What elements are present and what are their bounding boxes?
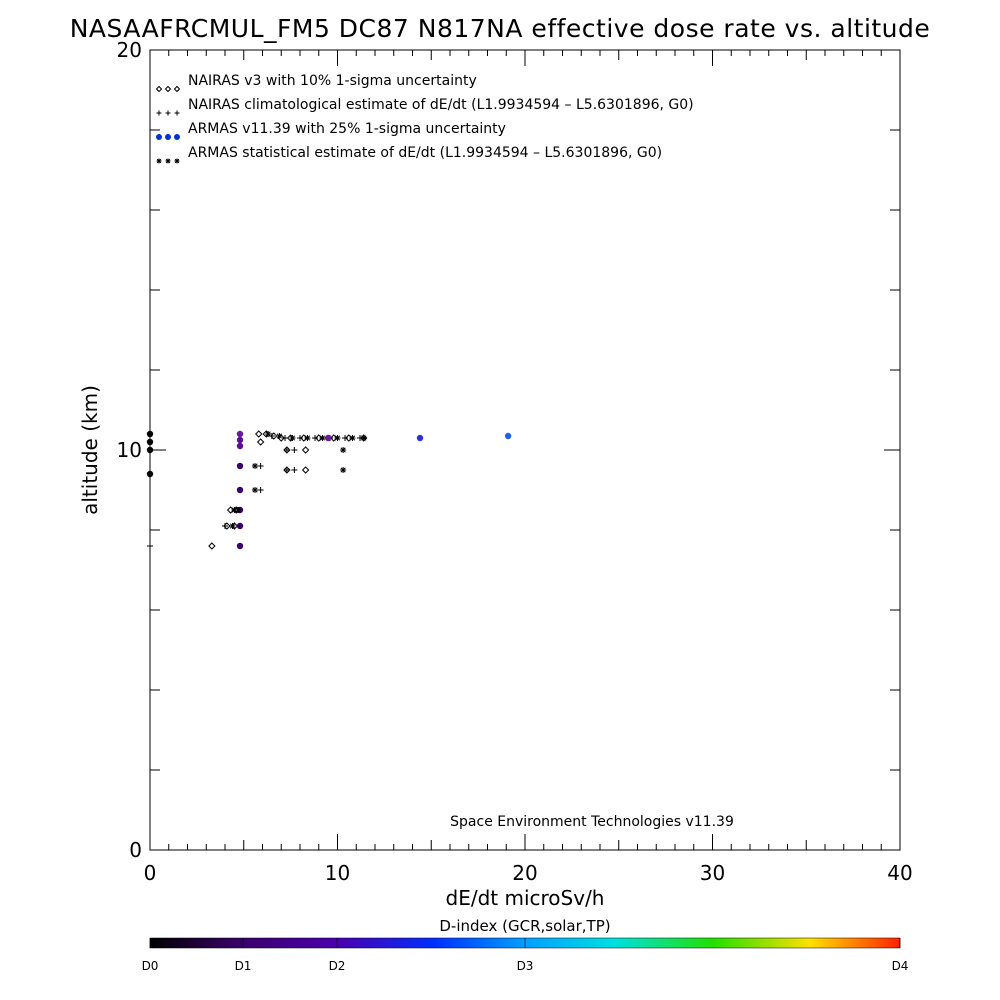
- nairas-clim-point: [282, 435, 288, 441]
- nairas-clim-point: [283, 467, 290, 473]
- armas-point: [174, 134, 180, 140]
- nairas-clim-point: [156, 110, 162, 116]
- legend-entry-label: NAIRAS v3 with 10% 1-sigma uncertainty: [188, 73, 477, 89]
- legend-entry-label: ARMAS v11.39 with 25% 1-sigma uncertaint…: [188, 121, 506, 137]
- nairas-clim-point: [291, 447, 298, 453]
- y-tick-label: 20: [117, 38, 142, 62]
- nairas-point: [301, 466, 310, 474]
- nairas-clim-point: [222, 523, 228, 529]
- nairas-point: [301, 446, 310, 454]
- y-tick-label: 10: [117, 438, 142, 462]
- nairas-point: [155, 85, 163, 93]
- armas-point: [416, 434, 424, 442]
- armas-point: [236, 436, 244, 444]
- armas-stat-point: [165, 158, 171, 164]
- nairas-point: [255, 430, 263, 438]
- axis-tick-labels: 0 10 20 30 40 0 10 20: [117, 38, 913, 885]
- nairas-point: [315, 434, 323, 442]
- armas-stat-point: [360, 435, 367, 441]
- armas-point: [324, 434, 332, 442]
- nairas-point: [300, 434, 308, 442]
- nairas-clim-point: [312, 435, 318, 441]
- armas-point: [504, 432, 512, 440]
- nairas-point: [345, 434, 353, 442]
- nairas-clim-point: [297, 435, 303, 441]
- nairas-point: [330, 434, 338, 442]
- armas-stat-point: [265, 431, 272, 437]
- y-axis-label: altitude (km): [78, 385, 102, 515]
- armas-point: [236, 462, 244, 470]
- x-tick-label: 30: [700, 861, 725, 885]
- armas-stat-point: [252, 487, 258, 493]
- x-axis-label: dE/dt microSv/h: [446, 886, 605, 910]
- armas-stat-point: [304, 435, 311, 441]
- nairas-clim-point: [257, 463, 264, 469]
- armas-point: [236, 542, 244, 550]
- armas-stat-point: [289, 435, 296, 441]
- armas-stat-point: [231, 507, 238, 513]
- armas-point: [236, 522, 244, 530]
- y-tick-label: 0: [129, 838, 142, 862]
- colorbar-title: D-index (GCR,solar,TP): [439, 917, 610, 935]
- armas-stat-point: [340, 467, 347, 473]
- nairas-clim-point: [283, 447, 290, 453]
- colorbar-tick-label: D0: [142, 959, 159, 973]
- armas-stat-point: [235, 507, 242, 513]
- armas-stat-point: [340, 447, 347, 453]
- nairas-point: [226, 506, 235, 514]
- chart-title: NASAAFRCMUL_FM5 DC87 N817NA effective do…: [69, 14, 931, 43]
- armas-stat-point: [174, 158, 180, 164]
- data-points: [146, 430, 512, 550]
- armas-stat-point: [349, 435, 356, 441]
- x-tick-label: 10: [325, 861, 350, 885]
- colorbar-tick-label: D4: [892, 959, 909, 973]
- nairas-clim-point: [147, 543, 153, 549]
- armas-point: [156, 134, 162, 140]
- armas-stat-point: [156, 158, 162, 164]
- x-tick-label: 20: [512, 861, 537, 885]
- armas-stat-point: [229, 523, 236, 529]
- nairas-point: [164, 85, 172, 93]
- colorbar-tick-label: D1: [235, 959, 252, 973]
- armas-point: [146, 430, 154, 438]
- nairas-clim-point: [291, 467, 298, 473]
- axis-ticks: [149, 49, 901, 851]
- armas-point: [146, 470, 154, 478]
- legend-entry-label: ARMAS statistical estimate of dE/dt (L1.…: [188, 145, 662, 161]
- armas-stat-point: [252, 463, 258, 469]
- armas-point: [165, 134, 171, 140]
- nairas-point: [173, 85, 181, 93]
- x-tick-label: 0: [144, 861, 157, 885]
- x-tick-label: 40: [887, 861, 912, 885]
- nairas-point: [208, 542, 216, 550]
- armas-point: [236, 442, 244, 450]
- armas-stat-point: [276, 433, 283, 439]
- armas-point: [236, 486, 244, 494]
- nairas-clim-point: [342, 435, 348, 441]
- armas-point: [146, 438, 154, 446]
- nairas-clim-point: [257, 487, 264, 493]
- legend: NAIRAS v3 with 10% 1-sigma uncertainty NA…: [155, 73, 694, 164]
- armas-point: [146, 446, 154, 454]
- colorbar-tick-label: D3: [517, 959, 534, 973]
- colorbar-ticks: D0 D1 D2 D3 D4: [142, 938, 909, 973]
- credit-text: Space Environment Technologies v11.39: [450, 814, 734, 830]
- nairas-point: [256, 438, 265, 446]
- armas-stat-point: [334, 435, 341, 441]
- armas-stat-point: [319, 435, 326, 441]
- armas-point: [236, 430, 244, 438]
- plot-frame: [149, 49, 901, 851]
- nairas-clim-point: [165, 110, 171, 116]
- legend-entry-label: NAIRAS climatological estimate of dE/dt …: [188, 97, 694, 113]
- colorbar-tick-label: D2: [329, 959, 346, 973]
- nairas-clim-point: [174, 110, 180, 116]
